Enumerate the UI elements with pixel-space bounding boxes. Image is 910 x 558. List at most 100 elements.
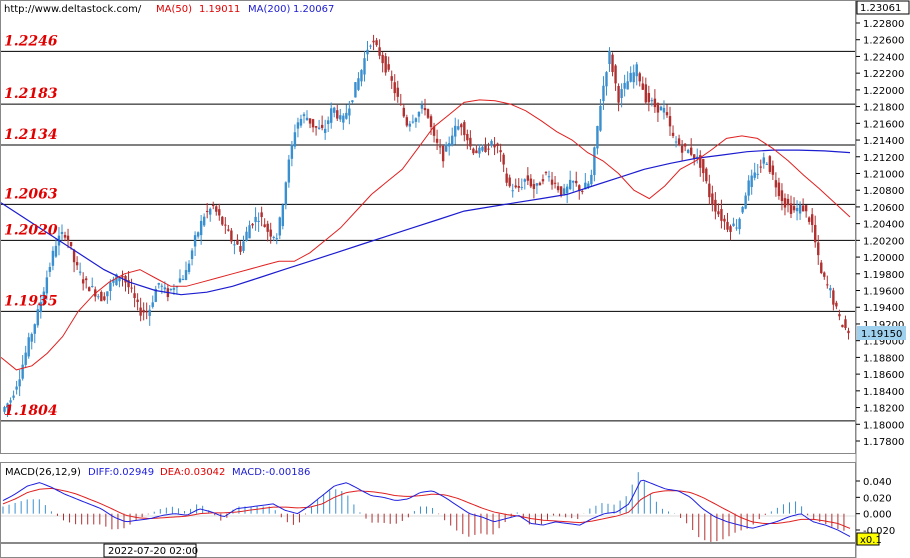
scale-badge[interactable] xyxy=(856,532,880,546)
candle-body xyxy=(33,324,36,334)
candle-body xyxy=(305,117,309,121)
candle-body xyxy=(735,227,738,229)
candle-body xyxy=(354,82,357,98)
candle-body xyxy=(51,250,55,266)
current-price-box xyxy=(857,326,906,340)
price-tick-label: 1.21800 xyxy=(863,103,904,114)
scale-badge-label[interactable]: x0.1 xyxy=(860,535,882,546)
candle-body xyxy=(729,226,732,232)
candle-body xyxy=(151,302,154,307)
candle-body xyxy=(423,108,427,111)
candle-body xyxy=(478,147,481,154)
candle-body xyxy=(196,232,200,237)
candle-body xyxy=(768,156,772,172)
candle-body xyxy=(841,324,844,328)
price-tick-label: 1.20400 xyxy=(863,220,904,231)
candle-body xyxy=(562,188,566,194)
candle-body xyxy=(399,103,402,105)
candle-body xyxy=(444,144,448,152)
candle-body xyxy=(84,278,88,281)
candle-body xyxy=(363,58,366,75)
candle-body xyxy=(826,284,829,286)
candle-body xyxy=(714,199,717,212)
candle-body xyxy=(60,231,64,235)
candle-body xyxy=(345,112,348,119)
time-label-box xyxy=(103,543,197,558)
candle-body xyxy=(659,106,663,111)
candle-body xyxy=(275,238,278,240)
price-pane-frame xyxy=(0,0,856,454)
candle-body xyxy=(711,193,714,205)
candle-body xyxy=(133,293,136,299)
candle-body xyxy=(523,179,527,182)
candle-body xyxy=(224,224,227,226)
ma50-value: 1.19011 xyxy=(199,4,240,15)
candle-body xyxy=(21,364,24,379)
candle-body xyxy=(502,154,505,165)
candle-body xyxy=(254,216,257,223)
macd-title: MACD(26,12,9) xyxy=(5,467,81,478)
candle-body xyxy=(360,70,363,82)
candle-body xyxy=(154,288,157,302)
candle-body xyxy=(617,85,620,103)
candle-body xyxy=(457,126,460,130)
candle-body xyxy=(326,120,330,125)
candle-body xyxy=(662,107,666,113)
candle-body xyxy=(348,108,351,116)
candle-body xyxy=(454,125,457,137)
price-tick-label: 1.18200 xyxy=(863,404,904,415)
candle-body xyxy=(638,73,641,82)
candle-body xyxy=(257,220,260,222)
candle-body xyxy=(723,218,726,222)
candle-body xyxy=(632,72,635,83)
candle-body xyxy=(136,299,139,303)
candle-body xyxy=(490,140,493,146)
macd-axis-ticks: 0.040 0.020 0.000 -0.020 xyxy=(856,477,895,537)
candle-body xyxy=(245,231,248,241)
candle-body xyxy=(526,175,530,181)
candle-body xyxy=(605,72,608,87)
level-label: 1.2183 xyxy=(4,86,58,102)
top-price-box xyxy=(856,0,910,15)
candle-body xyxy=(532,184,536,189)
candle-body xyxy=(69,241,73,247)
macd-value-label: MACD:-0.00186 xyxy=(232,467,310,478)
candle-body xyxy=(405,117,409,126)
candle-body xyxy=(369,45,372,47)
candle-body xyxy=(650,100,654,102)
candle-body xyxy=(686,149,690,153)
candle-body xyxy=(97,296,100,298)
candle-body xyxy=(804,205,808,212)
candle-body xyxy=(251,223,254,226)
candle-body xyxy=(333,107,336,113)
candle-body xyxy=(668,116,672,127)
candle-body xyxy=(777,182,781,197)
candle-body xyxy=(550,179,554,185)
candle-body xyxy=(783,198,787,208)
candle-body xyxy=(142,309,145,313)
price-tick-label: 1.22800 xyxy=(863,19,904,30)
candle-body xyxy=(674,141,678,143)
candle-body xyxy=(281,204,285,227)
candle-body xyxy=(15,386,18,390)
candle-body xyxy=(357,78,360,90)
candle-body xyxy=(838,314,841,317)
candle-body xyxy=(620,89,623,98)
candle-body xyxy=(590,174,593,185)
candle-body xyxy=(190,250,194,260)
candle-body xyxy=(106,291,109,297)
ma50-line xyxy=(0,99,851,371)
candle-body xyxy=(665,112,669,116)
candle-body xyxy=(148,309,151,316)
candle-body xyxy=(112,279,115,283)
candle-body xyxy=(708,183,711,198)
macd-tick-label: 0.040 xyxy=(863,477,892,488)
candle-body xyxy=(81,279,85,284)
source-url[interactable]: http://www.deltastock.com/ xyxy=(4,4,142,15)
ma50-label: MA(50) xyxy=(156,4,192,15)
candle-body xyxy=(520,186,523,188)
candle-body xyxy=(230,230,233,242)
candle-body xyxy=(469,137,472,147)
candle-body xyxy=(572,180,575,183)
candle-body xyxy=(127,280,130,288)
